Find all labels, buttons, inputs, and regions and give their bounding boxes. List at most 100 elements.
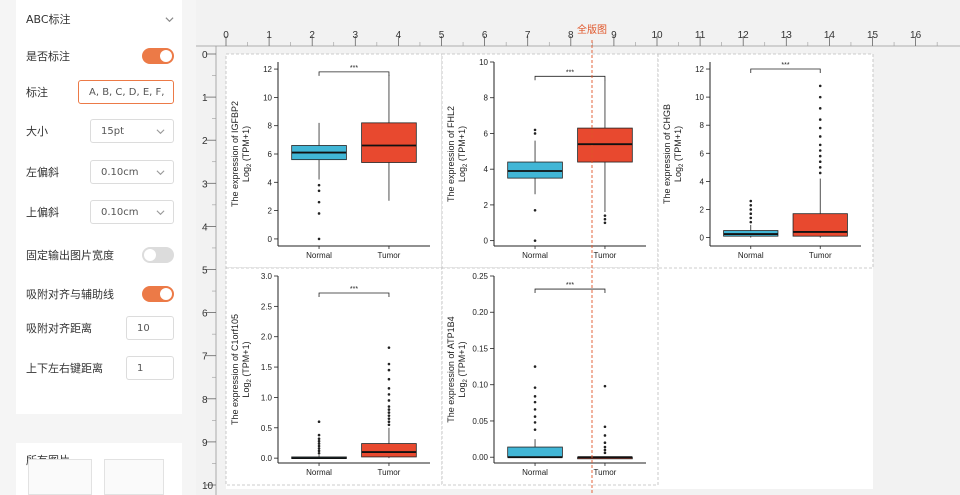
outlier-point (387, 417, 391, 420)
outlier-point (818, 118, 822, 121)
section-header[interactable]: ABC标注 (26, 11, 174, 27)
ruler-tick-label: 10 (651, 30, 663, 41)
chevron-down-icon (156, 209, 165, 215)
y-axis-title: The expression of ATP1B4 (446, 316, 456, 422)
y-tick-label: 6 (268, 150, 273, 159)
ruler-tick-label: 12 (738, 30, 750, 41)
y-tick-label: 0.05 (472, 417, 488, 426)
ruler-tick-label: 0 (202, 50, 208, 61)
ruler-tick-label: 15 (867, 30, 879, 41)
size-select[interactable]: 15pt (90, 119, 174, 143)
y-tick-label: 8 (268, 122, 273, 131)
ruler-tick-label: 11 (695, 30, 706, 41)
top-offset-select[interactable]: 0.10cm (90, 200, 174, 224)
settings-panel: ABC标注 是否标注 标注 A, B, C, D, E, F, 大小 15pt … (0, 0, 196, 495)
show-label-toggle[interactable] (142, 48, 174, 64)
outlier-point (818, 154, 822, 158)
y-tick-label: 6 (700, 149, 705, 158)
y-tick-label: 4 (268, 178, 273, 187)
y-axis-subtitle-base: 2 (247, 379, 253, 383)
x-tick-label: Normal (306, 251, 332, 260)
top-offset-value: 0.10cm (101, 206, 139, 218)
box-tumor (792, 213, 848, 237)
snap-align-toggle[interactable] (142, 286, 174, 302)
label-text-input[interactable]: A, B, C, D, E, F, (78, 80, 174, 104)
y-tick-label: 0.5 (261, 424, 273, 433)
significance-label: *** (350, 286, 358, 293)
image-thumbnail[interactable] (104, 459, 164, 495)
snap-distance-input[interactable]: 10 (126, 316, 174, 340)
chevron-down-icon (156, 128, 165, 134)
y-tick-label: 2 (700, 205, 705, 214)
outlier-point (603, 445, 607, 449)
outlier-point (818, 166, 822, 169)
outlier-point (387, 414, 391, 417)
outlier-point (533, 128, 537, 132)
size-label: 大小 (26, 125, 48, 138)
y-axis-subtitle-log: Log (241, 383, 251, 398)
y-tick-label: 0 (484, 237, 489, 246)
y-axis-title: The expression of FHL2 (446, 106, 456, 202)
ruler-tick-label: 0 (223, 30, 229, 41)
chevron-down-icon[interactable] (165, 15, 174, 24)
box-normal (507, 446, 563, 458)
y-tick-label: 0.00 (472, 453, 488, 462)
left-offset-select[interactable]: 0.10cm (90, 160, 174, 184)
y-axis-subtitle-unit: (TPM+1) (241, 126, 251, 164)
label-text-row: 标注 A, B, C, D, E, F, (26, 80, 174, 104)
x-tick-label: Tumor (594, 468, 617, 477)
outlier-point (818, 171, 822, 175)
y-axis-title: The expression of CHGB (662, 104, 672, 204)
box-tumor (361, 443, 417, 458)
left-offset-row: 左偏斜 0.10cm (26, 160, 174, 184)
fixed-width-toggle[interactable] (142, 247, 174, 263)
y-axis-subtitle-unit: (TPM+1) (457, 341, 467, 379)
significance-label: *** (566, 282, 574, 289)
ruler-tick-label: 13 (781, 30, 793, 41)
outlier-point (603, 451, 607, 455)
y-tick-label: 2 (268, 207, 273, 216)
arrow-distance-label: 上下左右键距离 (26, 362, 103, 375)
outlier-point (749, 220, 753, 224)
y-tick-label: 12 (695, 65, 704, 74)
snap-align-row: 吸附对齐与辅助线 (26, 286, 174, 302)
x-tick-label: Normal (738, 251, 764, 260)
y-tick-label: 2 (484, 201, 489, 210)
y-tick-label: 10 (479, 58, 488, 67)
y-axis-subtitle: Log2 (TPM+1) (241, 126, 253, 182)
y-tick-label: 4 (484, 165, 489, 174)
outlier-point (818, 149, 822, 152)
boxplot-atp1b4: 0.00 0.05 0.10 0.15 0.20 0.25 The expression o… (441, 267, 659, 486)
y-tick-label: 0 (268, 235, 273, 244)
x-tick-label: Tumor (809, 251, 832, 260)
image-thumbnail[interactable] (28, 459, 92, 495)
fixed-width-label: 固定输出图片宽度 (26, 249, 114, 262)
significance-bracket (534, 75, 606, 81)
outlier-point (603, 221, 607, 225)
significance-bracket (318, 71, 390, 76)
arrow-distance-input[interactable]: 1 (126, 356, 174, 380)
outlier-point (317, 183, 321, 187)
outlier-point (317, 442, 321, 445)
show-label-row: 是否标注 (26, 48, 174, 64)
y-axis-subtitle-base: 2 (247, 163, 253, 167)
ruler-tick-label: 9 (202, 438, 208, 449)
box-tumor (361, 122, 417, 163)
ruler-tick-label: 5 (202, 266, 208, 277)
outlier-point (818, 95, 822, 99)
x-tick-label: Normal (522, 468, 548, 477)
y-axis-subtitle: Log2 (TPM+1) (673, 126, 685, 182)
y-tick-label: 4 (700, 177, 705, 186)
outlier-point (533, 395, 537, 398)
y-tick-label: 0.20 (472, 308, 488, 317)
outlier-point (603, 448, 607, 452)
y-axis-subtitle-log: Log (241, 167, 251, 182)
outlier-point (603, 217, 607, 221)
ruler-tick-label: 8 (568, 30, 574, 41)
ruler-tick-label: 1 (202, 93, 208, 104)
ruler-tick-label: 10 (202, 481, 214, 492)
